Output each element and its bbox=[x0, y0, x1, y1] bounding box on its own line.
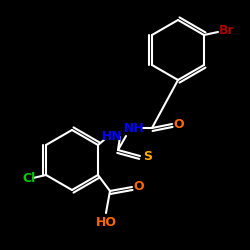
Text: HO: HO bbox=[96, 216, 116, 228]
Text: O: O bbox=[174, 118, 184, 130]
Text: HN: HN bbox=[102, 130, 122, 143]
Text: NH: NH bbox=[124, 122, 144, 134]
Text: Br: Br bbox=[219, 24, 235, 36]
Text: Cl: Cl bbox=[22, 172, 36, 184]
Text: S: S bbox=[144, 150, 152, 162]
Text: O: O bbox=[134, 180, 144, 194]
